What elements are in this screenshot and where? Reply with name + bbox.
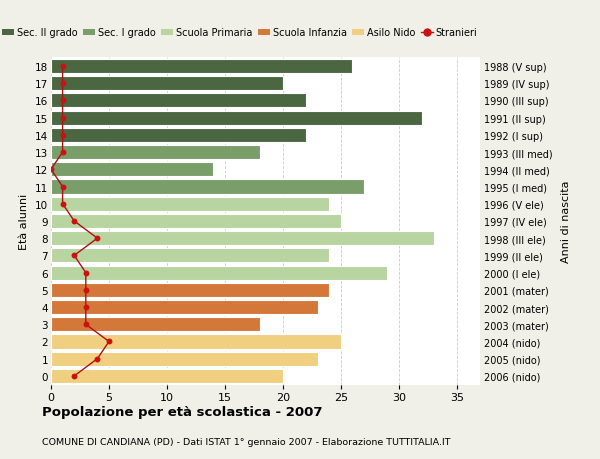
Bar [51, 112, 422, 125]
Point [81, 304, 91, 311]
Point [58, 184, 67, 191]
Point [104, 338, 114, 346]
Point [58, 63, 67, 71]
Bar [51, 94, 306, 108]
Point [58, 149, 67, 157]
Bar [51, 283, 329, 297]
Bar [51, 266, 387, 280]
Y-axis label: Età alunni: Età alunni [19, 193, 29, 250]
Point [81, 321, 91, 328]
Bar [51, 249, 329, 263]
Point [46, 166, 56, 174]
Point [81, 286, 91, 294]
Point [58, 80, 67, 88]
Point [58, 201, 67, 208]
Bar [51, 60, 352, 74]
Bar [51, 163, 214, 177]
Bar [51, 369, 283, 383]
Point [70, 252, 79, 259]
Text: COMUNE DI CANDIANA (PD) - Dati ISTAT 1° gennaio 2007 - Elaborazione TUTTITALIA.I: COMUNE DI CANDIANA (PD) - Dati ISTAT 1° … [42, 437, 451, 446]
Bar [51, 180, 364, 194]
Point [58, 132, 67, 139]
Bar [51, 129, 306, 143]
Y-axis label: Anni di nascita: Anni di nascita [561, 180, 571, 263]
Point [81, 269, 91, 277]
Bar [51, 146, 260, 160]
Point [58, 115, 67, 122]
Bar [51, 232, 434, 246]
Bar [51, 77, 283, 91]
Point [92, 355, 102, 363]
Bar [51, 300, 317, 314]
Legend: Sec. II grado, Sec. I grado, Scuola Primaria, Scuola Infanzia, Asilo Nido, Stran: Sec. II grado, Sec. I grado, Scuola Prim… [0, 24, 481, 42]
Point [58, 97, 67, 105]
Bar [51, 318, 260, 331]
Bar [51, 214, 341, 229]
Point [92, 235, 102, 242]
Point [70, 372, 79, 380]
Bar [51, 335, 341, 349]
Text: Popolazione per età scolastica - 2007: Popolazione per età scolastica - 2007 [42, 405, 323, 419]
Bar [51, 352, 317, 366]
Point [70, 218, 79, 225]
Bar [51, 197, 329, 211]
